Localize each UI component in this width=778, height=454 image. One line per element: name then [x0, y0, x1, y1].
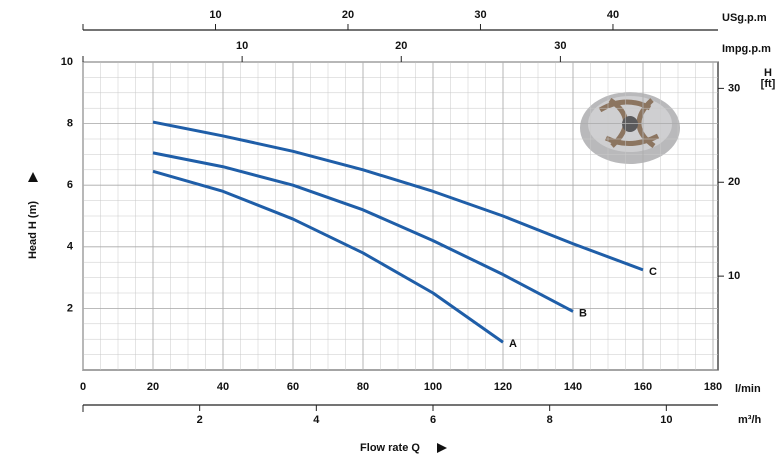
y2-axis-label: [ft] — [761, 78, 776, 90]
top-tick-label: 40 — [607, 9, 619, 21]
x2-tick-label: 6 — [430, 414, 436, 426]
curve-label: B — [579, 307, 587, 319]
x2-tick-label: 10 — [660, 414, 672, 426]
x-tick-label: 20 — [147, 381, 159, 393]
top-tick-label: 20 — [342, 9, 354, 21]
y-tick-label: 10 — [61, 56, 73, 68]
x-tick-label: 160 — [634, 381, 652, 393]
top-axis-label: USg.p.m — [722, 12, 767, 24]
top-tick-label: 20 — [395, 40, 407, 52]
x-tick-label: 60 — [287, 381, 299, 393]
impeller-photo — [565, 63, 715, 185]
top-tick-label: 10 — [209, 9, 221, 21]
curve — [152, 169, 504, 344]
x-tick-label: 80 — [357, 381, 369, 393]
top-axis-label: Impg.p.m — [722, 43, 771, 55]
y-tick-label: 2 — [67, 302, 73, 314]
y-axis-label: Head H (m) — [27, 201, 39, 259]
top-tick-label: 30 — [554, 40, 566, 52]
x-axis-label: Flow rate Q — [360, 442, 420, 454]
x2-tick-label: 4 — [313, 414, 320, 426]
y-tick-label: 8 — [67, 118, 73, 130]
curve — [152, 120, 644, 272]
x-tick-label: 0 — [80, 381, 86, 393]
x-arrow — [437, 443, 447, 453]
curve-label: A — [509, 338, 517, 350]
top-tick-label: 10 — [236, 40, 248, 52]
x2-tick-label: 2 — [197, 414, 203, 426]
x-tick-label: 180 — [704, 381, 722, 393]
x2-tick-label: 8 — [547, 414, 553, 426]
y2-axis-label: H — [764, 67, 772, 79]
y2-tick-label: 10 — [728, 270, 740, 282]
x-tick-label: 100 — [424, 381, 442, 393]
curve-label: C — [649, 266, 657, 278]
curve — [152, 151, 574, 313]
x-tick-label: 140 — [564, 381, 582, 393]
y-tick-label: 4 — [67, 241, 74, 253]
top-tick-label: 30 — [474, 9, 486, 21]
x-tick-label: 120 — [494, 381, 512, 393]
y-arrow — [28, 172, 38, 182]
x-unit: l/min — [735, 383, 761, 395]
x-tick-label: 40 — [217, 381, 229, 393]
y-tick-label: 6 — [67, 179, 73, 191]
x2-unit: m³/h — [738, 414, 762, 426]
y2-tick-label: 20 — [728, 176, 740, 188]
y2-tick-label: 30 — [728, 82, 740, 94]
